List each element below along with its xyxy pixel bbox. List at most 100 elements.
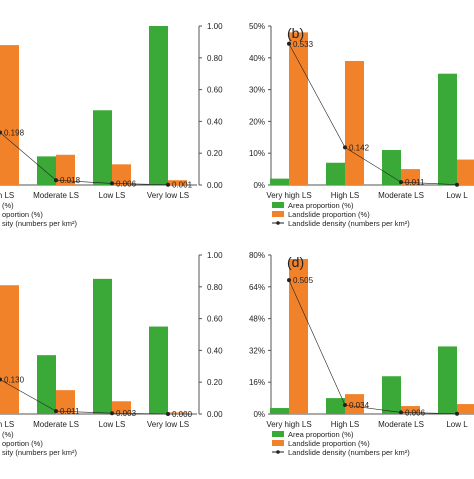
density-line: [288, 280, 458, 415]
bar-landslide-proportion: [401, 169, 420, 185]
density-point: [287, 41, 291, 46]
y-tick-label: 0.40: [207, 117, 223, 126]
density-point: [455, 411, 459, 416]
legend-label: Landslide proportion (%): [288, 439, 370, 448]
y-tick-label: 1.00: [207, 251, 223, 260]
x-tick-label: Low L: [446, 420, 468, 429]
legend-swatch-dot: [276, 450, 280, 454]
density-point: [399, 410, 403, 415]
x-tick-label: Very low LS: [147, 420, 189, 429]
bar-landslide-proportion: [345, 60, 364, 186]
x-tick-label: Moderate LS: [378, 420, 424, 429]
bar-landslide-proportion: [168, 180, 187, 185]
y-tick-label: 64%: [249, 283, 265, 292]
bar-area-proportion: [326, 398, 345, 414]
bar-area-proportion: [438, 346, 457, 414]
density-label: 0.198: [4, 129, 25, 138]
bar-area-proportion: [438, 73, 457, 185]
bar-landslide-proportion: [457, 404, 474, 414]
density-label: 0.533: [293, 40, 314, 49]
density-point: [455, 182, 459, 187]
y-tick-label: 0.20: [207, 149, 223, 158]
bar-area-proportion: [270, 178, 289, 185]
y-tick-label: 1.00: [207, 22, 223, 31]
density-label: 0.142: [349, 143, 370, 152]
bar-area-proportion: [382, 376, 401, 414]
y-tick-label: 0%: [253, 410, 265, 419]
y-tick-label: 0%: [253, 181, 265, 190]
bar-landslide-proportion: [345, 394, 364, 414]
y-tick-label: 16%: [249, 378, 265, 387]
y-tick-label: 32%: [249, 346, 265, 355]
bar-landslide-proportion: [56, 390, 75, 414]
y-tick-label: 48%: [249, 315, 265, 324]
density-point: [399, 180, 403, 185]
density-point: [343, 145, 347, 150]
legend-swatch-landslide: [272, 440, 284, 446]
density-label: 0.000: [172, 410, 193, 419]
density-line: [288, 43, 458, 186]
bar-landslide-proportion: [401, 406, 420, 414]
y-tick-label: 80%: [249, 251, 265, 260]
density-point: [54, 178, 58, 183]
density-label: 0.011: [405, 178, 425, 187]
bar-landslide-proportion: [0, 285, 19, 414]
density-label: 0.011: [60, 407, 80, 416]
y-tick-label: 30%: [249, 86, 265, 95]
bar-area-proportion: [37, 355, 56, 414]
y-tick-label: 0.80: [207, 54, 223, 63]
x-tick-label: Moderate LS: [33, 191, 79, 200]
y-tick-label: 0.60: [207, 86, 223, 95]
legend-label: sity (numbers per km²): [2, 219, 78, 228]
y-tick-label: 20%: [249, 117, 265, 126]
bar-area-proportion: [149, 26, 168, 185]
bar-landslide-proportion: [289, 32, 308, 185]
y-tick-label: 0.80: [207, 283, 223, 292]
legend-swatch-dot: [276, 221, 280, 225]
x-tick-label: Moderate LS: [378, 191, 424, 200]
legend-swatch-area: [272, 431, 284, 437]
density-label: 0.018: [60, 176, 81, 185]
density-line: [0, 132, 169, 186]
bar-area-proportion: [270, 408, 289, 414]
x-tick-label: High LS: [331, 191, 359, 200]
bar-area-proportion: [382, 150, 401, 185]
legend-label: (%): [2, 201, 14, 210]
y-tick-label: 0.20: [207, 378, 223, 387]
bar-landslide-proportion: [56, 154, 75, 185]
legend-swatch-landslide: [272, 211, 284, 217]
x-tick-label: Very low LS: [147, 191, 189, 200]
density-label: 0.001: [172, 181, 193, 190]
density-line: [0, 379, 169, 415]
density-point: [343, 402, 347, 407]
panel-d: 0% 16% 32% 48% 64% 80% Very high LS High LS Mode…: [249, 251, 474, 457]
bar-landslide-proportion: [0, 45, 19, 185]
x-tick-label: High LS: [331, 420, 359, 429]
density-point: [110, 411, 114, 416]
x-tick-label: Low LS: [99, 191, 126, 200]
legend-label: oportion (%): [2, 439, 43, 448]
bar-landslide-proportion: [112, 401, 131, 414]
y-tick-label: 0.00: [207, 181, 223, 190]
legend-label: (%): [2, 430, 14, 439]
x-tick-label: High LS: [0, 191, 14, 200]
bar-landslide-proportion: [168, 412, 187, 414]
bar-area-proportion: [37, 156, 56, 185]
x-tick-label: Very high LS: [266, 420, 311, 429]
density-point: [166, 412, 170, 416]
density-point: [110, 181, 114, 186]
panel-label: (d): [287, 254, 304, 270]
legend-label: Landslide density (numbers per km²): [288, 219, 410, 228]
panel-b: 0% 10% 20% 30% 40% 50% Very high LS High LS Mode…: [249, 22, 474, 228]
y-tick-label: 0.60: [207, 315, 223, 324]
density-label: 0.006: [116, 179, 137, 188]
y-tick-label: 0.40: [207, 346, 223, 355]
legend-label: Area proportion (%): [288, 430, 354, 439]
density-label: 0.130: [4, 376, 25, 385]
legend-label: sity (numbers per km²): [2, 448, 78, 457]
panel-label: (b): [287, 25, 304, 41]
density-point: [287, 278, 291, 283]
bar-landslide-proportion: [112, 164, 131, 185]
bar-landslide-proportion: [457, 159, 474, 185]
